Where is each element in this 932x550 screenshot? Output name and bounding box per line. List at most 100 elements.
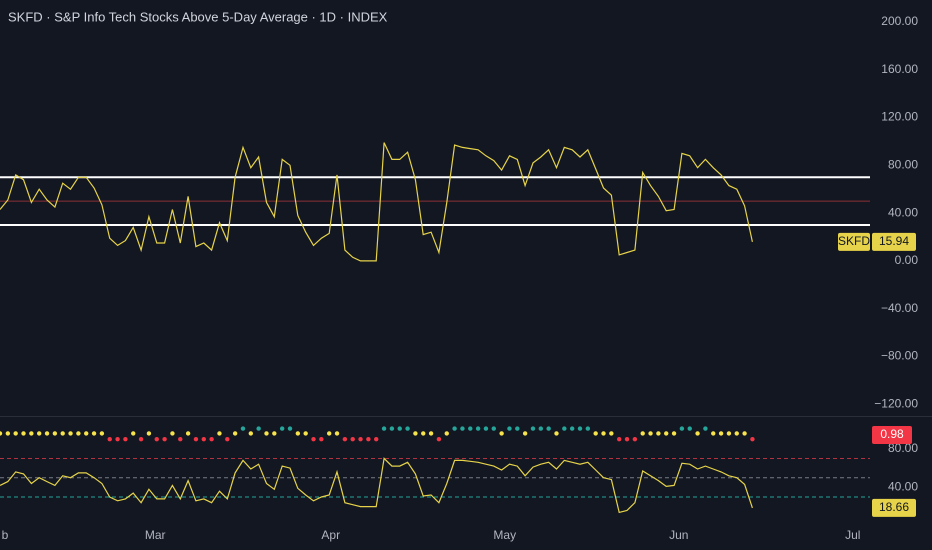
signal-dot [99, 431, 105, 436]
signal-dot [311, 436, 316, 442]
signal-dot [138, 436, 144, 442]
signal-dot [52, 431, 58, 436]
signal-dot [726, 431, 732, 436]
signal-dot [460, 426, 465, 431]
signal-dot [468, 426, 473, 431]
x-tick-label: Jul [845, 528, 860, 542]
y-tick-label: −40.00 [881, 301, 918, 315]
value-badge [872, 232, 916, 251]
signal-dot [131, 431, 136, 436]
signal-dot [21, 431, 26, 436]
signal-dot [5, 431, 11, 436]
signal-dot [279, 426, 285, 431]
signal-dot [217, 431, 222, 436]
signal-dot [256, 426, 261, 431]
value-badge [872, 426, 912, 444]
signal-dot [538, 426, 544, 431]
signal-dot [248, 431, 254, 436]
signal-dot [225, 436, 230, 442]
signal-dot [295, 431, 301, 436]
signal-dot [585, 426, 591, 431]
x-tick-label: Jun [669, 528, 688, 542]
signal-dot [232, 431, 238, 436]
signal-dot [444, 431, 449, 436]
signal-dot [76, 431, 81, 436]
signal-dot [421, 431, 426, 436]
signal-dot [185, 431, 191, 436]
signal-dot [687, 426, 692, 431]
signal-dot [499, 431, 504, 436]
signal-dot [648, 431, 653, 436]
x-tick-label: Apr [321, 528, 340, 542]
signal-dot [287, 426, 293, 431]
name-badge [838, 232, 870, 251]
signal-dot [201, 436, 206, 442]
signal-dot [350, 436, 355, 442]
signal-dot [711, 431, 716, 436]
signal-dot [413, 431, 418, 436]
signal-dot [734, 431, 739, 436]
name-badge-text: SKFD [838, 234, 870, 248]
signal-dot [664, 431, 669, 436]
signal-dot [428, 431, 434, 436]
signal-dot [703, 426, 708, 431]
y-tick-label: 40.00 [888, 480, 918, 494]
signal-dot [193, 436, 199, 442]
y-tick-label: 120.00 [881, 110, 918, 124]
signal-dot [616, 436, 622, 442]
signal-dot [656, 431, 661, 436]
signal-dot [679, 426, 685, 431]
signal-dot [84, 431, 89, 436]
signal-dot [162, 436, 167, 442]
signal-dot [491, 426, 496, 431]
signal-dot [562, 426, 567, 431]
signal-dot [342, 436, 348, 442]
signal-dot [546, 426, 551, 431]
signal-dot [640, 431, 645, 436]
y-tick-label: 40.00 [888, 205, 918, 219]
value-badge-text: 18.66 [879, 500, 909, 514]
y-tick-label: 200.00 [881, 14, 918, 28]
signal-dot [68, 431, 73, 436]
signal-dot [123, 436, 128, 442]
signal-dot [577, 426, 583, 431]
value-badge-text: 15.94 [879, 234, 909, 248]
signal-dot [358, 436, 363, 442]
y-tick-label: −80.00 [881, 349, 918, 363]
x-tick-label: May [493, 528, 516, 542]
signal-dot [303, 431, 308, 436]
y-tick-label: 0.00 [895, 253, 919, 267]
signal-dot [507, 426, 512, 431]
chart-title: SKFD · S&P Info Tech Stocks Above 5-Day … [8, 9, 388, 24]
signal-dot [381, 426, 387, 431]
signal-dot [272, 431, 277, 436]
signal-dot [178, 436, 183, 442]
y-tick-label: 80.00 [888, 158, 918, 172]
value-badge-text: 0.98 [880, 427, 904, 441]
signal-dot [326, 431, 332, 436]
x-tick-label: b [2, 528, 9, 542]
signal-dot [240, 426, 246, 431]
signal-dot [209, 436, 214, 442]
signal-dot [515, 426, 520, 431]
signal-dot [107, 436, 112, 442]
signal-dot [366, 436, 371, 442]
signal-dot [601, 431, 606, 436]
data-line [0, 142, 753, 262]
signal-dot [154, 436, 159, 442]
x-tick-label: Mar [145, 528, 166, 542]
signal-dot [36, 431, 42, 436]
value-badge [872, 498, 916, 517]
signal-dot [632, 436, 638, 442]
signal-dot [319, 436, 324, 442]
signal-dot [374, 436, 379, 442]
signal-dot [554, 431, 559, 436]
signal-dot [60, 431, 65, 436]
signal-dot [718, 431, 724, 436]
signal-dot [742, 431, 747, 436]
signal-dot [624, 436, 630, 442]
signal-dot [91, 431, 97, 436]
